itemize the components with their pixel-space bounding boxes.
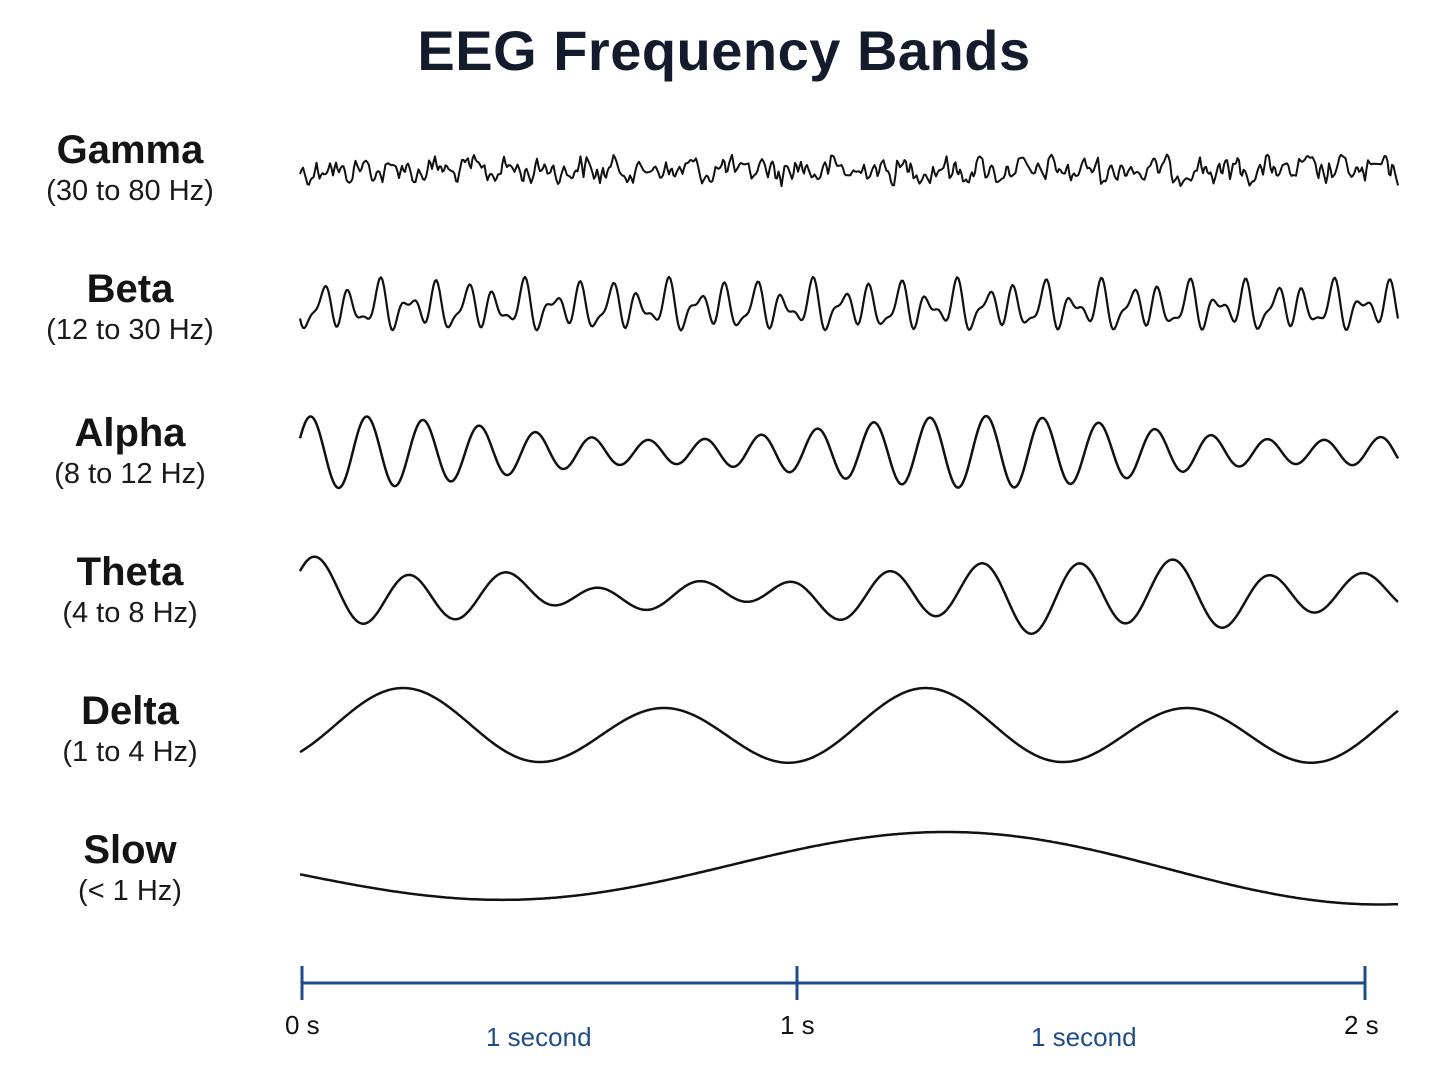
alpha-waveform [298,414,1400,490]
band-name: Beta [86,267,174,311]
band-range: (8 to 12 Hz) [54,458,206,490]
band-range: (< 1 Hz) [78,875,182,907]
band-label-beta: Beta (12 to 30 Hz) [20,267,240,347]
band-label-gamma: Gamma (30 to 80 Hz) [20,128,240,208]
band-range: (4 to 8 Hz) [62,597,198,629]
band-name: Gamma [56,128,204,172]
tick-label-0s: 0 s [285,1010,320,1040]
band-label-alpha: Alpha (8 to 12 Hz) [20,411,240,491]
delta-waveform [299,686,1399,764]
page-title: EEG Frequency Bands [417,19,1031,82]
band-range: (12 to 30 Hz) [46,314,214,346]
tick-label-2s: 2 s [1344,1010,1379,1040]
beta-waveform [298,275,1400,332]
span-label-second-second: 1 second [1031,1022,1137,1052]
band-label-delta: Delta (1 to 4 Hz) [20,689,240,769]
slow-waveform [299,830,1398,906]
span-label-first-second: 1 second [486,1022,592,1052]
band-range: (1 to 4 Hz) [62,736,198,768]
band-name: Alpha [74,411,186,455]
timeline-axis [300,966,1367,1000]
band-label-theta: Theta (4 to 8 Hz) [20,550,240,630]
tick-label-1s: 1 s [780,1010,815,1040]
band-name: Theta [76,550,184,594]
theta-waveform [298,555,1399,635]
band-range: (30 to 80 Hz) [46,175,214,207]
gamma-waveform [299,153,1399,188]
band-label-slow: Slow (< 1 Hz) [20,828,240,908]
band-name: Slow [83,828,177,872]
band-name: Delta [81,689,179,733]
